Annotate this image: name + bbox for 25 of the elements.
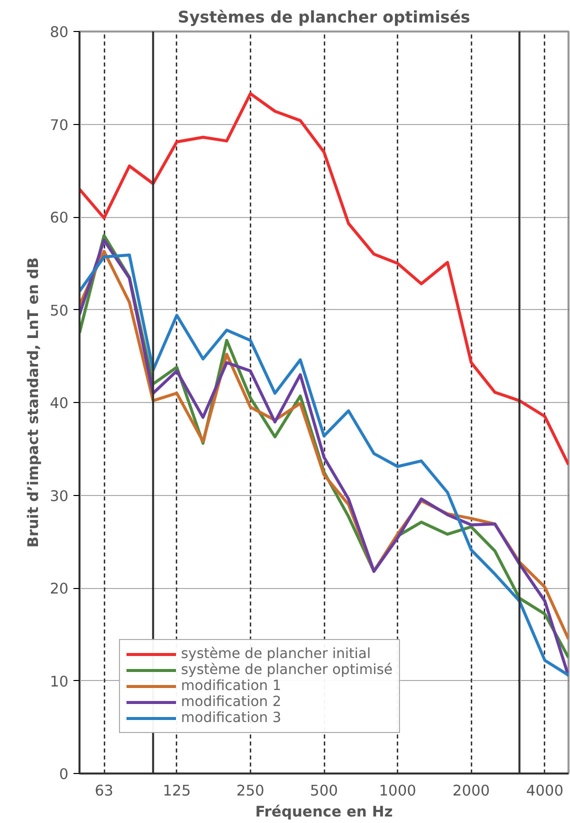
legend-label: modification 2 bbox=[181, 694, 282, 710]
y-tick-label: 80 bbox=[50, 24, 69, 41]
x-tick-label: 4000 bbox=[526, 782, 564, 800]
legend-label: modification 3 bbox=[181, 710, 282, 726]
y-tick-label: 10 bbox=[50, 673, 69, 690]
y-tick-label: 70 bbox=[50, 116, 69, 134]
y-tick-label: 0 bbox=[59, 766, 69, 783]
y-axis-title: Bruit d’impact standard, LnT en dB bbox=[24, 257, 42, 548]
x-axis-title: Fréquence en Hz bbox=[255, 804, 393, 820]
line-series bbox=[80, 92, 568, 466]
chart-title: Systèmes de plancher optimisés bbox=[178, 8, 470, 26]
y-tick-label: 20 bbox=[50, 580, 69, 598]
x-tick-label: 1000 bbox=[378, 782, 416, 800]
x-tick-label: 250 bbox=[236, 782, 264, 800]
legend-label: modification 1 bbox=[181, 678, 282, 694]
y-tick-label: 50 bbox=[50, 302, 69, 320]
y-tick-label: 60 bbox=[50, 210, 69, 226]
legend-label: système de plancher optimisé bbox=[181, 662, 393, 678]
legend-label: système de plancher initial bbox=[181, 646, 371, 662]
x-tick-label: 125 bbox=[162, 782, 191, 800]
x-tick-label: 2000 bbox=[452, 782, 490, 800]
x-tick-label: 500 bbox=[310, 782, 338, 800]
y-tick-label: 40 bbox=[50, 395, 69, 412]
y-tick-label: 30 bbox=[50, 488, 69, 505]
x-tick-label: 63 bbox=[94, 782, 114, 800]
